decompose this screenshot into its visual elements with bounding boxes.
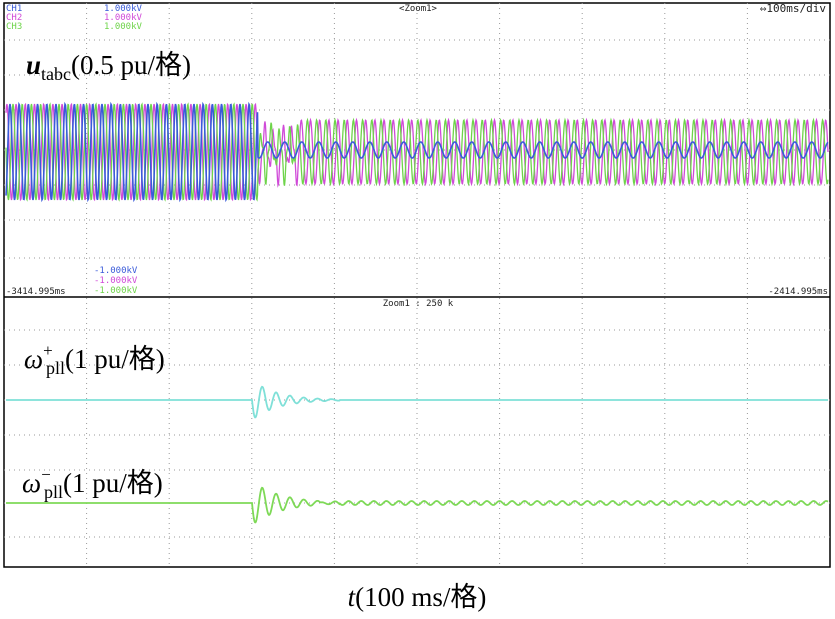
subscript: pll bbox=[44, 482, 63, 502]
caption-text: (100 ms/格) bbox=[355, 582, 486, 612]
scale-label: 1.000kV bbox=[104, 22, 143, 32]
voltage-label: utabc(0.5 pu/格) bbox=[26, 50, 191, 84]
symbol: ω bbox=[24, 344, 43, 374]
subscript: tabc bbox=[41, 64, 71, 84]
phase-wave bbox=[5, 101, 829, 203]
omega-plus-wave bbox=[6, 385, 828, 419]
scale-label: 1.000kV bbox=[104, 4, 143, 14]
phase-wave bbox=[5, 102, 829, 202]
symbol: u bbox=[26, 50, 41, 80]
grid bbox=[4, 3, 830, 567]
channel-label: CH1 bbox=[6, 4, 22, 14]
label-text: (1 pu/格) bbox=[63, 468, 163, 498]
subscript: pll bbox=[46, 358, 65, 378]
omega-plus-label: ω+ pll(1 pu/格) bbox=[24, 341, 165, 378]
symbol: ω bbox=[22, 468, 41, 498]
label-text: (0.5 pu/格) bbox=[71, 50, 191, 80]
scale-label: -1.000kV bbox=[94, 266, 138, 276]
zoom-tag: <Zoom1> bbox=[399, 4, 438, 14]
timebase: ⇔100ms/div bbox=[760, 2, 827, 15]
omega-minus-wave bbox=[6, 486, 829, 524]
omega-minus-label: ω− pll(1 pu/格) bbox=[22, 465, 163, 502]
start-time: -3414.995ms bbox=[6, 287, 66, 297]
scale-label: -1.000kV bbox=[94, 276, 138, 286]
symbol: t bbox=[348, 582, 357, 612]
channel-label: CH3 bbox=[6, 22, 22, 32]
scale-label: 1.000kV bbox=[104, 13, 143, 23]
superscript: + bbox=[43, 341, 53, 360]
superscript: − bbox=[41, 465, 51, 484]
zoom-info: Zoom1 : 250 k bbox=[383, 299, 454, 309]
waveforms bbox=[5, 101, 829, 524]
scale-label: -1.000kV bbox=[94, 286, 138, 296]
channel-label: CH2 bbox=[6, 13, 22, 23]
caption: t(100 ms/格) bbox=[348, 582, 487, 612]
end-time: -2414.995ms bbox=[768, 287, 828, 297]
label-text: (1 pu/格) bbox=[65, 344, 165, 374]
